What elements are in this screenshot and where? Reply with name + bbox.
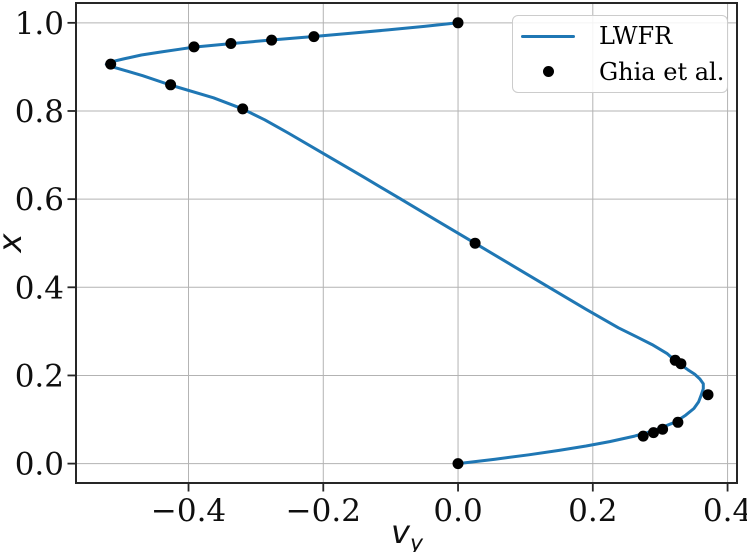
ghia-data-point [637, 430, 649, 442]
ghia-data-point [452, 17, 464, 29]
ghia-data-point [188, 41, 200, 53]
legend-label-ghia: Ghia et al. [599, 57, 725, 86]
ghia-data-point [672, 416, 684, 428]
y-tick-label: 0.0 [15, 447, 64, 483]
x-tick-label: −0.4 [151, 493, 226, 529]
x-tick-label: 0.4 [703, 493, 747, 529]
ghia-data-point [469, 237, 481, 249]
x-axis-label-subscript: y [409, 531, 423, 552]
ghia-data-point [225, 38, 237, 49]
y-tick-label: 1.0 [15, 6, 64, 42]
legend-item-ghia: Ghia et al. [513, 55, 727, 89]
ghia-data-point [237, 103, 249, 115]
legend-label-lwfr: LWFR [599, 22, 673, 51]
ghia-data-point [702, 389, 714, 401]
legend-item-lwfr: LWFR [513, 19, 727, 53]
legend: LWFR Ghia et al. [512, 15, 728, 93]
legend-handle [521, 34, 575, 39]
x-axis-label: vy [377, 513, 437, 552]
x-axis-label-base: v [391, 513, 410, 551]
y-tick-label: 0.4 [15, 270, 64, 306]
y-axis-label: x [0, 221, 30, 265]
ghia-data-point [669, 354, 681, 366]
x-tick-label: 0.2 [568, 493, 617, 529]
ghia-data-point [648, 427, 659, 439]
x-tick-label: −0.2 [286, 493, 361, 529]
ghia-data-point [266, 34, 278, 46]
ghia-data-point [452, 458, 464, 470]
ghia-data-point [165, 79, 177, 91]
ghia-data-point [657, 423, 669, 435]
x-tick-label: 0.0 [433, 493, 482, 529]
y-tick-label: 0.6 [15, 182, 64, 218]
ghia-data-point [105, 58, 117, 70]
y-axis-label-text: x [0, 234, 29, 253]
axes-frame [75, 2, 738, 484]
legend-handle [521, 66, 575, 78]
ghia-data-point [308, 31, 320, 43]
lwfr-line-icon [521, 34, 575, 39]
ghia-marker-icon [542, 66, 554, 78]
y-tick-label: 0.2 [15, 358, 64, 394]
y-tick-label: 0.8 [15, 94, 64, 130]
